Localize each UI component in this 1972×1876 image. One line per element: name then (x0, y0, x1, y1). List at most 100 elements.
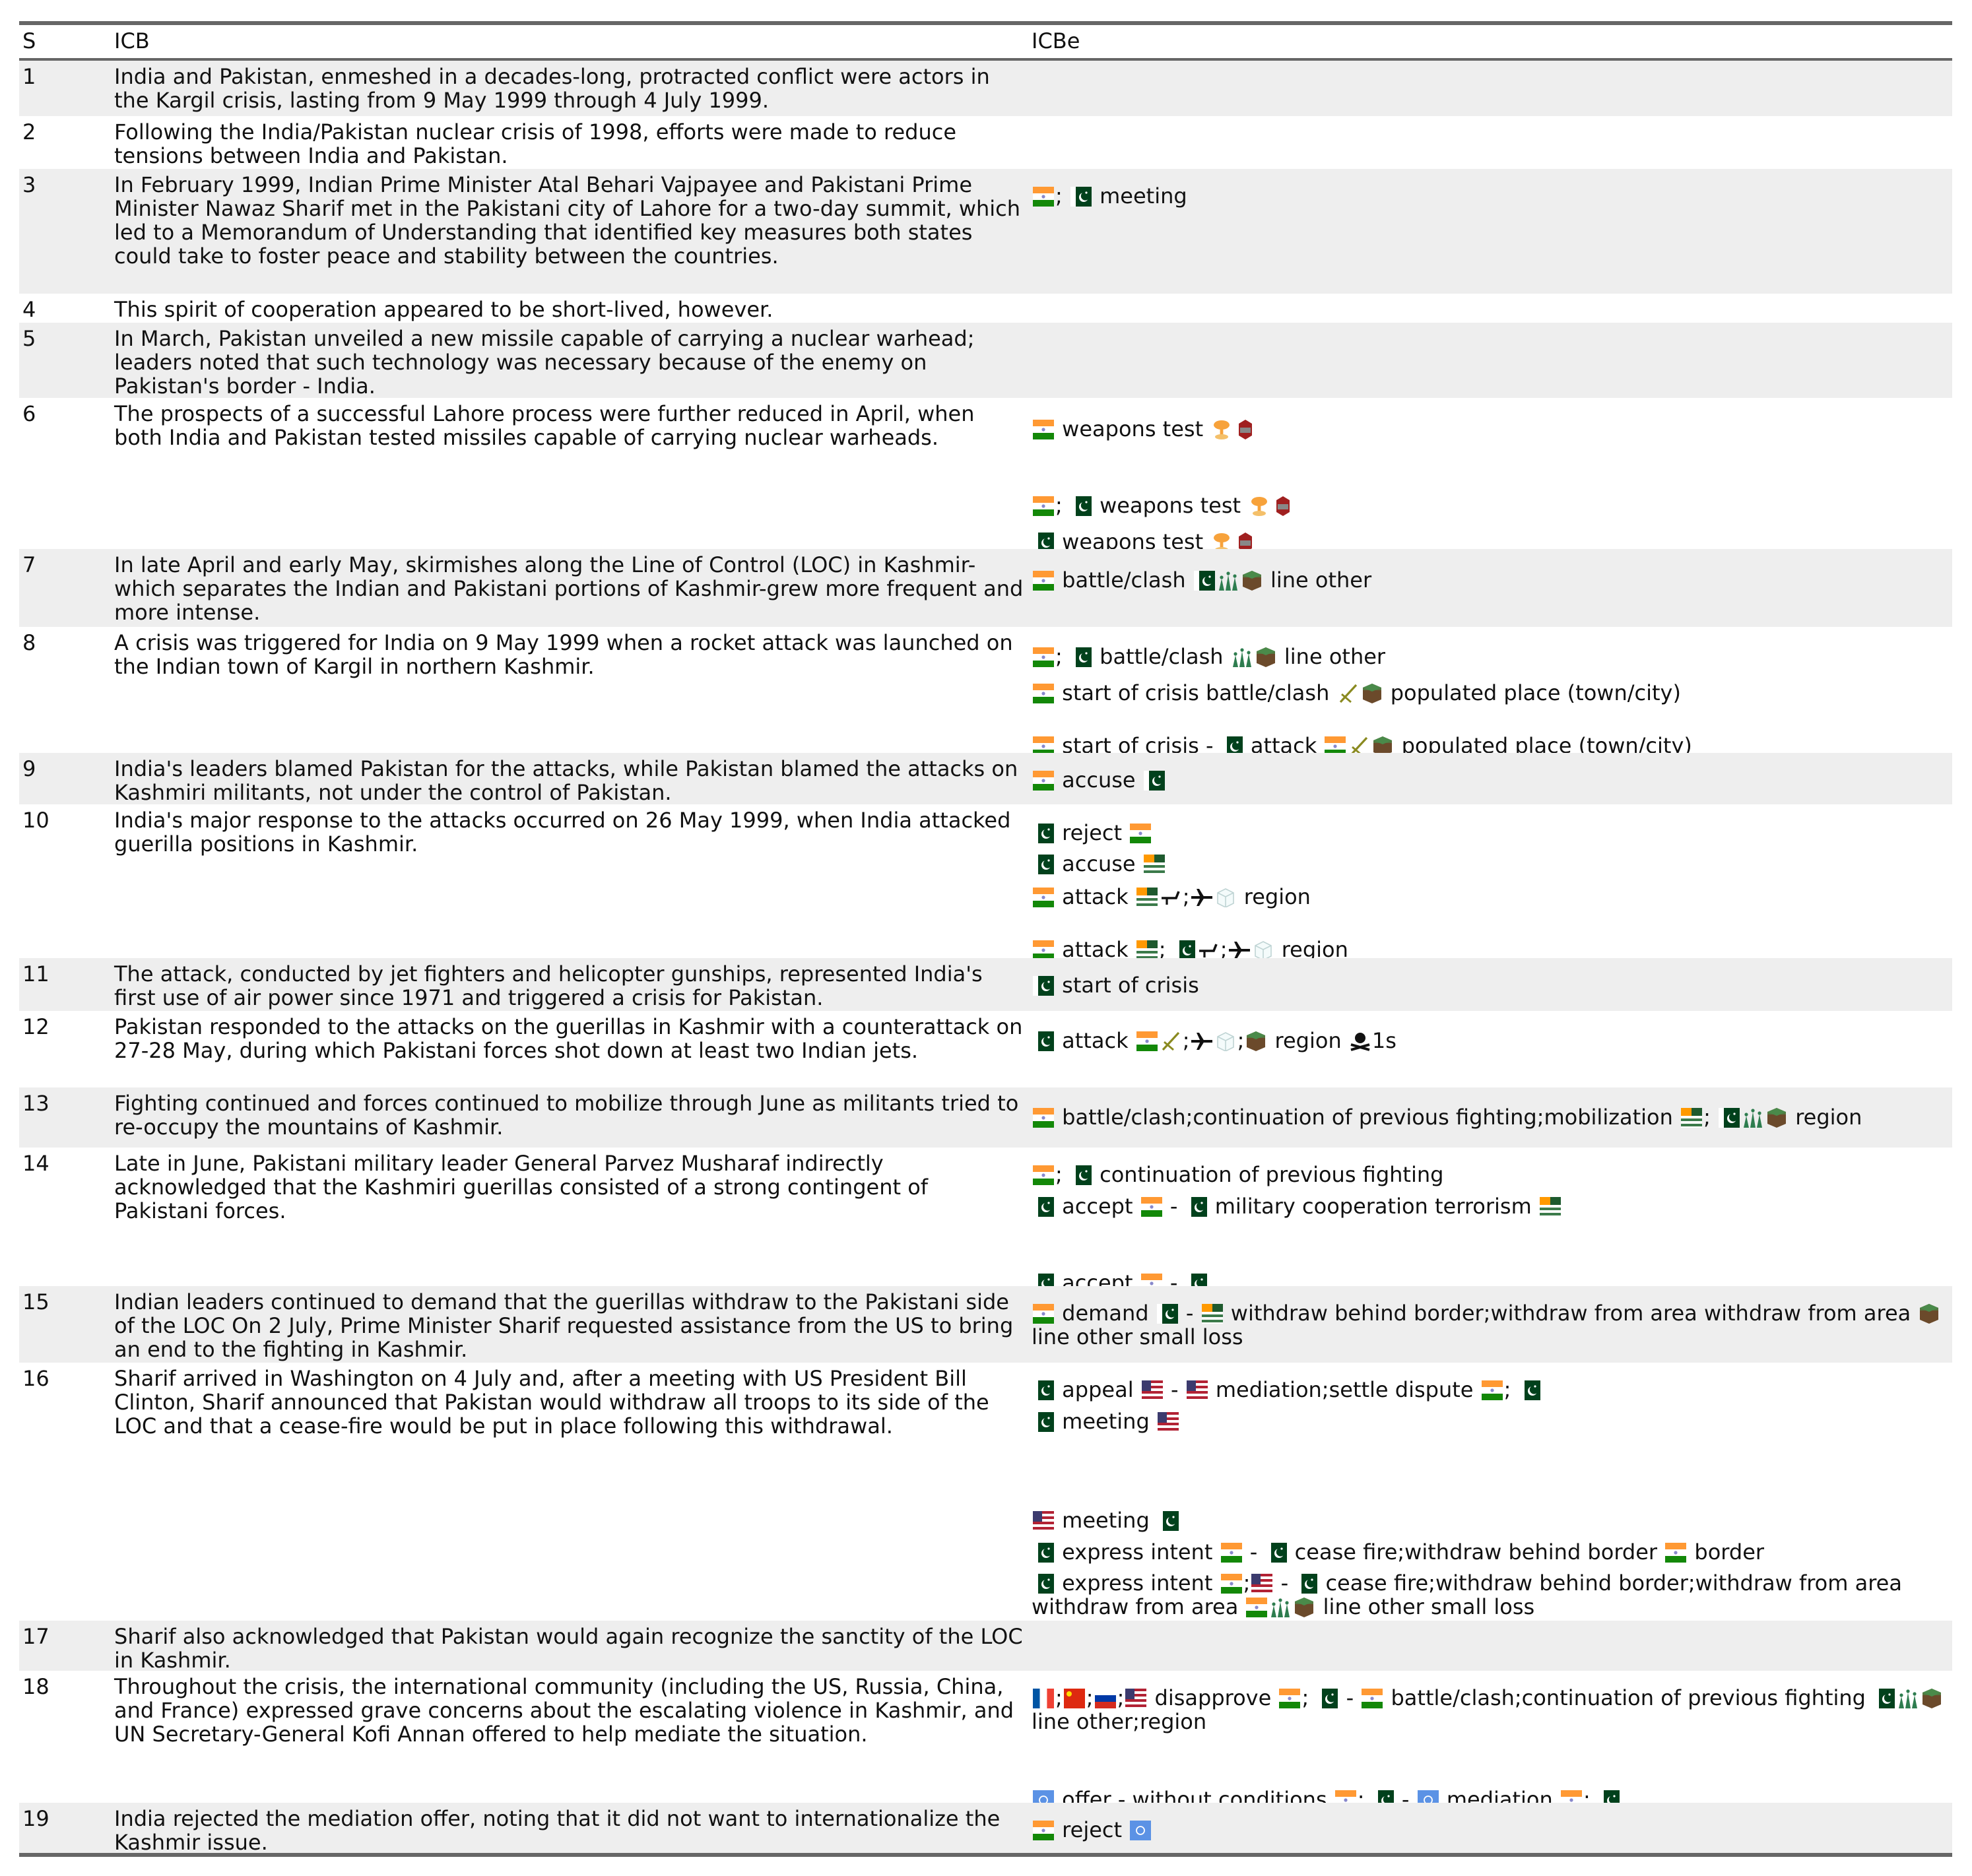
icb-sentence: Sharif arrived in Washington on 4 July a… (114, 1366, 989, 1439)
pakistan-flag-icon (1033, 1197, 1054, 1217)
event-text: line other;region (1032, 1685, 1951, 1734)
event-text: ; (1117, 1685, 1125, 1710)
event-text: - (1274, 1570, 1296, 1596)
india-flag-icon (1362, 1689, 1383, 1708)
icbe-event: meeting (1032, 1409, 1952, 1433)
icb-sentence: In February 1999, Indian Prime Minister … (114, 172, 1021, 269)
event-text: ; (1055, 1162, 1069, 1187)
nuclear-explosion-icon (1211, 420, 1232, 439)
event-text: ; (1158, 937, 1173, 962)
icbe-event: attack ;; region 1s (1032, 1029, 1952, 1052)
icb-sentence: India's leaders blamed Pakistan for the … (114, 756, 1018, 805)
table-header-rule (19, 58, 1952, 61)
helicopter-icon (1160, 888, 1181, 907)
icb-sentence: The attack, conducted by jet fighters an… (114, 961, 983, 1010)
icbe-events-cell: ; meeting (1032, 169, 1952, 294)
icbe-event: appeal - mediation;settle dispute ; (1032, 1378, 1952, 1402)
missile-icon (1272, 496, 1294, 516)
kashmir-flag-icon (1136, 940, 1158, 960)
ice-cube-icon (1215, 888, 1236, 907)
table-row: 19 India rejected the mediation offer, no… (19, 1803, 1952, 1854)
icb-sentence: India's major response to the attacks oc… (114, 808, 1011, 857)
pakistan-flag-icon (1070, 496, 1092, 516)
row-number: 9 (22, 756, 36, 781)
event-text: weapons test (1055, 416, 1210, 441)
event-text: populated place (town/city) (1383, 680, 1681, 705)
troops-icon (1218, 571, 1239, 591)
event-text: express intent (1055, 1570, 1220, 1596)
event-text: ; (1086, 1685, 1094, 1710)
event-text: - (1395, 1787, 1416, 1812)
event-text: - (1164, 1377, 1185, 1402)
un-flag-icon (1130, 1821, 1152, 1840)
row-number: 3 (22, 172, 36, 197)
table-row: 10 India's major response to the attacks … (19, 804, 1952, 961)
icbe-events-cell: accuse (1032, 753, 1952, 804)
event-text: - (1163, 1270, 1185, 1295)
pakistan-flag-icon (1033, 824, 1054, 843)
nuclear-explosion-icon (1249, 496, 1270, 516)
pakistan-flag-icon (1185, 1197, 1207, 1217)
icbe-event: ; battle/clash line other (1032, 645, 1952, 668)
icbe-events-cell: ; battle/clash line other start of crisi… (1032, 627, 1952, 758)
row-number: 7 (22, 552, 36, 577)
table-row: 15 Indian leaders continued to demand tha… (19, 1286, 1952, 1363)
india-flag-icon (1033, 1304, 1054, 1324)
pakistan-flag-icon (1033, 855, 1054, 874)
event-text: attack (1055, 884, 1135, 909)
icbe-event: attack ; ; region (1032, 938, 1952, 961)
ice-cube-icon (1215, 1031, 1236, 1051)
india-flag-icon (1279, 1689, 1301, 1708)
row-number: 12 (22, 1014, 49, 1039)
event-text: continuation of previous fighting (1092, 1162, 1444, 1187)
icbe-event: ;;; disapprove ; - battle/clash;continua… (1032, 1686, 1952, 1733)
icb-sentence: Indian leaders continued to demand that … (114, 1289, 1014, 1362)
pakistan-flag-icon (1033, 976, 1054, 996)
pakistan-flag-icon (1719, 1108, 1740, 1128)
usa-flag-icon (1186, 1380, 1208, 1400)
row-number: 6 (22, 401, 36, 426)
event-text: ; (1243, 1570, 1251, 1596)
event-text: region (1274, 937, 1348, 962)
india-flag-icon (1033, 888, 1054, 907)
event-text: border (1688, 1539, 1765, 1565)
row-number: 17 (22, 1624, 49, 1649)
ground-block-icon (1255, 647, 1276, 667)
icbe-event: ; meeting (1032, 184, 1952, 208)
table-row: 17 Sharif also acknowledged that Pakistan… (19, 1621, 1952, 1672)
event-text: cease fire;withdraw behind border;withdr… (1032, 1570, 1909, 1619)
india-flag-icon (1136, 1031, 1158, 1051)
event-text: accuse (1055, 851, 1142, 876)
icb-sentence: Throughout the crisis, the international… (114, 1674, 1014, 1747)
icbe-events-cell: start of crisis (1032, 958, 1952, 1011)
icbe-events-cell: battle/clash line other (1032, 549, 1952, 627)
icbe-event: accuse (1032, 768, 1952, 792)
event-text: express intent (1055, 1539, 1220, 1565)
event-text: 1s (1371, 1028, 1397, 1053)
event-text: accept (1055, 1194, 1140, 1219)
icbe-event: start of crisis (1032, 973, 1952, 997)
france-flag-icon (1033, 1689, 1054, 1708)
event-text: meeting (1055, 1409, 1156, 1434)
row-number: 14 (22, 1151, 49, 1176)
event-text: start of crisis (1055, 973, 1199, 998)
icbe-event: attack ; region (1032, 885, 1952, 909)
pakistan-flag-icon (1296, 1574, 1318, 1594)
event-text: ; (1182, 1028, 1190, 1053)
pakistan-flag-icon (1033, 1412, 1054, 1432)
icb-sentence: India and Pakistan, enmeshed in a decade… (114, 64, 990, 113)
troops-icon (1270, 1598, 1291, 1617)
event-text: accuse (1055, 767, 1142, 792)
icbe-event: accept - military cooperation terrorism (1032, 1194, 1952, 1218)
troops-icon (1742, 1108, 1763, 1128)
icbe-event: express intent - cease fire;withdraw beh… (1032, 1540, 1952, 1564)
event-text: ; (1055, 183, 1069, 209)
table-top-rule (19, 21, 1952, 25)
row-number: 1 (22, 64, 36, 89)
table-row: 1 India and Pakistan, enmeshed in a decad… (19, 61, 1952, 116)
missile-icon (1235, 420, 1256, 439)
pakistan-flag-icon (1156, 1304, 1178, 1324)
troops-icon (1897, 1689, 1919, 1708)
ground-block-icon (1372, 736, 1393, 756)
table-row: 2 Following the India/Pakistan nuclear cr… (19, 116, 1952, 169)
